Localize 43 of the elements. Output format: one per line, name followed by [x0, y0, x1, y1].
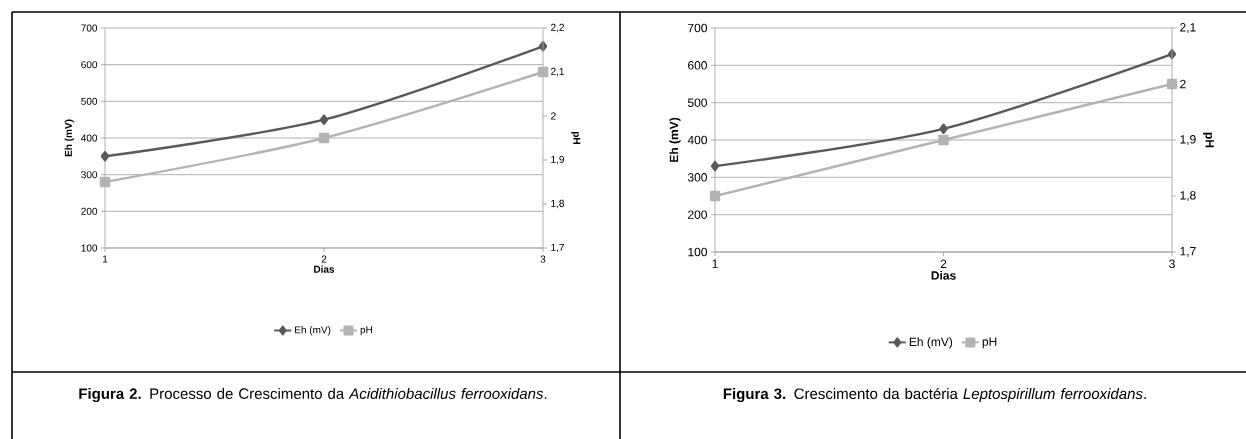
y-tick-label: 200: [81, 207, 98, 215]
x-tick-label: 3: [1169, 259, 1175, 269]
x-axis-title: Dias: [931, 270, 956, 280]
y2-tick-label: 2,1: [1180, 23, 1196, 33]
y2-tick-label: 2,2: [551, 23, 564, 33]
y2-tick-label: 2: [1180, 79, 1186, 89]
legend-label: Eh (mV): [909, 337, 953, 349]
y-axis-title: Eh (mV): [669, 117, 681, 162]
y2-tick-label: 1,8: [1180, 191, 1196, 201]
text: Figura 3. Crescimento da bactéria Leptospirillum ferrooxidans.: [723, 387, 1146, 403]
x-tick-label: 2: [321, 255, 327, 263]
y2-axis-title: pH: [571, 131, 581, 144]
y2-tick-label: 1,9: [1180, 135, 1196, 145]
y-tick-label: 700: [81, 24, 98, 32]
y2-tick-label: 1,7: [1180, 247, 1196, 257]
y2-tick-label: 2,1: [551, 67, 564, 77]
y-tick-label: 200: [688, 210, 708, 219]
y-tick-label: 500: [81, 97, 98, 105]
x-tick-label: 1: [712, 259, 718, 268]
y-tick-label: 400: [687, 135, 708, 145]
y-tick-label: 600: [81, 61, 98, 69]
y2-tick-label: 1,8: [551, 199, 565, 209]
y2-axis-title: pH: [1203, 132, 1214, 148]
y-tick-label: 300: [687, 173, 708, 182]
x-tick-label: 1: [102, 255, 108, 263]
x-axis-title: Dias: [314, 265, 335, 273]
y-tick-label: 500: [687, 98, 708, 107]
legend-label: pH: [360, 326, 372, 336]
y-tick-label: 100: [81, 244, 98, 252]
y2-tick-label: 1,9: [551, 155, 564, 165]
x-tick-label: 2: [940, 259, 947, 268]
y-tick-label: 700: [688, 23, 708, 33]
y-tick-label: 600: [688, 61, 708, 70]
legend-label: Eh (mV): [295, 326, 331, 336]
legend-label: pH: [982, 337, 997, 349]
y-tick-label: 300: [81, 171, 98, 179]
x-tick-label: 3: [540, 255, 546, 263]
y-tick-label: 400: [81, 134, 98, 142]
y2-tick-label: 1,7: [551, 243, 564, 253]
y-axis-title: Eh (mV): [64, 119, 74, 157]
text: Figura 2. Processo de Crescimento da Acidithiobacillus ferrooxidans.: [79, 387, 547, 403]
y-tick-label: 100: [688, 247, 708, 257]
y2-tick-label: 2: [551, 112, 556, 120]
